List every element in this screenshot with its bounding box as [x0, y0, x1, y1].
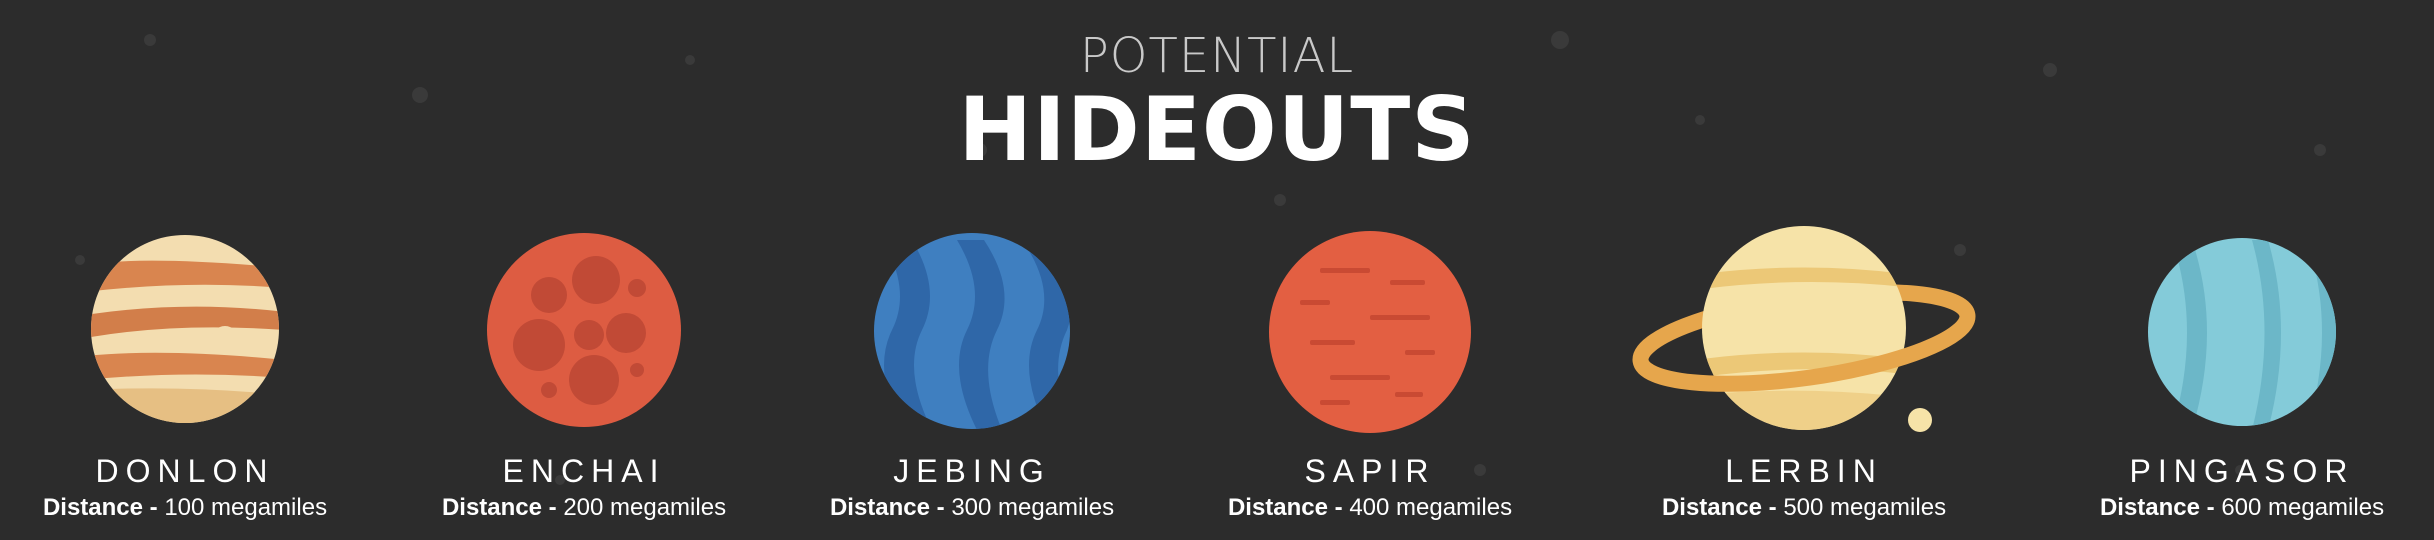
planet-distance: Distance - 200 megamiles — [384, 494, 784, 522]
planet-card-donlon: DONLON Distance - 100 megamiles — [0, 220, 385, 540]
planet-card-pingasor: PINGASOR Distance - 600 megamiles — [2042, 220, 2434, 540]
planet-name: LERBIN — [1725, 453, 1883, 489]
distance-label: Distance - — [441, 494, 557, 521]
planet-distance: Distance - 300 megamiles — [772, 494, 1172, 522]
planet-distance: Distance - 100 megamiles — [0, 494, 385, 522]
distance-value: 200 megamiles — [563, 494, 727, 521]
page-heading: POTENTIAL HIDEOUTS — [0, 28, 2434, 176]
page-title: HIDEOUTS — [958, 78, 1476, 181]
distance-label: Distance - — [2099, 494, 2215, 521]
planet-card-jebing: JEBING Distance - 300 megamiles — [772, 220, 1172, 540]
distance-value: 300 megamiles — [951, 494, 1115, 521]
planet-card-enchai: ENCHAI Distance - 200 megamiles — [384, 220, 784, 540]
planet-distance: Distance - 400 megamiles — [1170, 494, 1570, 522]
distance-value: 400 megamiles — [1349, 494, 1513, 521]
planet-name: DONLON — [95, 453, 275, 489]
planet-card-sapir: SAPIR Distance - 400 megamiles — [1170, 220, 1570, 540]
distance-label: Distance - — [42, 494, 158, 521]
planet-name: SAPIR — [1304, 453, 1436, 489]
planet-card-lerbin: LERBIN Distance - 500 megamiles — [1604, 220, 2004, 540]
distance-label: Distance - — [1227, 494, 1343, 521]
planet-distance: Distance - 500 megamiles — [1604, 494, 2004, 522]
planet-jebing-icon — [874, 233, 1070, 429]
page-subtitle: POTENTIAL — [1079, 28, 1355, 84]
planet-sapir-icon — [1269, 231, 1471, 433]
planet-name: PINGASOR — [2129, 453, 2355, 489]
distance-value: 100 megamiles — [164, 494, 328, 521]
planet-lerbin-icon — [1632, 226, 1976, 432]
planet-name: JEBING — [893, 453, 1051, 489]
planet-distance: Distance - 600 megamiles — [2042, 494, 2434, 522]
planet-enchai-icon — [487, 233, 681, 427]
planet-donlon-icon — [91, 235, 279, 423]
planet-pingasor-icon — [2148, 238, 2336, 426]
distance-value: 500 megamiles — [1783, 494, 1947, 521]
planet-name: ENCHAI — [502, 453, 666, 489]
distance-value: 600 megamiles — [2221, 494, 2385, 521]
distance-label: Distance - — [1661, 494, 1777, 521]
distance-label: Distance - — [829, 494, 945, 521]
